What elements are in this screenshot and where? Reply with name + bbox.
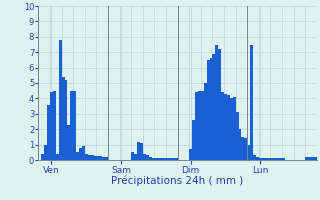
Bar <box>70 91 73 160</box>
Bar <box>311 157 314 160</box>
Bar <box>160 158 163 160</box>
Bar <box>224 94 227 160</box>
Bar <box>163 158 166 160</box>
Bar <box>85 154 88 160</box>
Bar <box>137 142 140 160</box>
Bar <box>50 92 53 160</box>
Bar <box>134 154 137 160</box>
Bar <box>256 157 259 160</box>
Bar <box>76 152 79 160</box>
Bar <box>56 154 59 160</box>
Bar <box>250 45 253 160</box>
Bar <box>73 91 76 160</box>
Bar <box>308 157 311 160</box>
Bar <box>262 158 265 160</box>
Bar <box>198 91 201 160</box>
Bar <box>157 158 160 160</box>
Bar <box>79 148 82 160</box>
Bar <box>62 77 65 160</box>
Bar <box>207 60 210 160</box>
Bar <box>268 158 270 160</box>
Bar <box>146 155 148 160</box>
Bar <box>131 152 134 160</box>
Bar <box>88 155 91 160</box>
Bar <box>236 112 238 160</box>
Bar <box>148 157 151 160</box>
X-axis label: Précipitations 24h ( mm ): Précipitations 24h ( mm ) <box>111 176 244 186</box>
Bar <box>195 92 198 160</box>
Bar <box>314 157 317 160</box>
Bar <box>282 158 285 160</box>
Bar <box>305 157 308 160</box>
Bar <box>99 156 102 160</box>
Bar <box>91 155 93 160</box>
Bar <box>143 154 146 160</box>
Bar <box>215 45 218 160</box>
Bar <box>201 91 204 160</box>
Bar <box>172 158 175 160</box>
Bar <box>96 156 99 160</box>
Bar <box>102 157 105 160</box>
Bar <box>244 138 247 160</box>
Bar <box>151 158 155 160</box>
Bar <box>210 58 212 160</box>
Bar <box>230 98 233 160</box>
Bar <box>105 157 108 160</box>
Bar <box>204 83 207 160</box>
Bar <box>41 154 44 160</box>
Bar <box>47 105 50 160</box>
Bar <box>192 120 195 160</box>
Bar <box>273 158 276 160</box>
Bar <box>140 143 143 160</box>
Bar <box>227 95 230 160</box>
Bar <box>218 49 221 160</box>
Bar <box>166 158 169 160</box>
Bar <box>68 125 70 160</box>
Bar <box>44 145 47 160</box>
Bar <box>169 158 172 160</box>
Bar <box>93 156 96 160</box>
Bar <box>233 97 236 160</box>
Bar <box>59 40 61 160</box>
Bar <box>247 145 250 160</box>
Bar <box>270 158 273 160</box>
Bar <box>265 158 268 160</box>
Bar <box>221 92 224 160</box>
Bar <box>238 129 241 160</box>
Bar <box>276 158 279 160</box>
Bar <box>241 137 244 160</box>
Bar <box>253 155 256 160</box>
Bar <box>65 80 68 160</box>
Bar <box>175 158 178 160</box>
Bar <box>155 158 157 160</box>
Bar <box>259 158 262 160</box>
Bar <box>212 54 215 160</box>
Bar <box>279 158 282 160</box>
Bar <box>82 146 85 160</box>
Bar <box>53 91 56 160</box>
Bar <box>189 149 192 160</box>
